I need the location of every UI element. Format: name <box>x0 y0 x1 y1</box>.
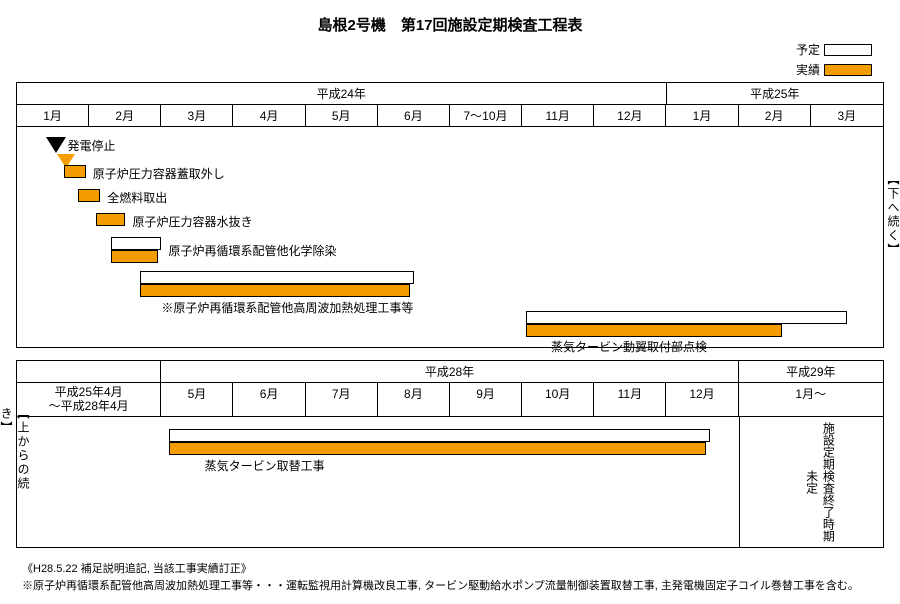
month-cell: 6月 <box>233 383 305 416</box>
heat-actual <box>140 284 411 297</box>
footnote-2: ※原子炉再循環系配管他高周波加熱処理工事等・・・運転監視用計算機改良工事, ター… <box>22 577 884 593</box>
month-cell: 5月 <box>161 383 233 416</box>
month-cell: 5月 <box>306 105 378 126</box>
task-label: 原子炉再循環系配管他化学除染 <box>169 242 337 259</box>
task-label: 全燃料取出 <box>107 189 167 206</box>
turbine-replace-plan <box>169 429 710 442</box>
lid-remove <box>64 165 86 178</box>
gantt-panel-1: 平成24年平成25年 1月2月3月4月5月6月7～10月11月12月1月2月3月… <box>16 82 884 348</box>
month-cell: 6月 <box>378 105 450 126</box>
turbine-blade-actual <box>526 324 782 337</box>
stop-marker <box>46 137 66 153</box>
footnote-1: 《H28.5.22 補足説明追記, 当該工事実績訂正》 <box>22 560 884 576</box>
month-cell: 7～10月 <box>450 105 522 126</box>
leading-period-cell: 平成25年4月 ～平成28年4月 <box>17 383 161 416</box>
footnotes: 《H28.5.22 補足説明追記, 当該工事実績訂正》 ※原子炉再循環系配管他高… <box>16 560 884 593</box>
continue-down-note: 【下へ続く】 <box>885 173 900 257</box>
task-label: ※原子炉再循環系配管他高周波加熱処理工事等 <box>161 299 413 316</box>
year-cell: 平成24年 <box>17 83 667 104</box>
year-cell: 平成28年 <box>161 361 738 382</box>
month-cell: 1月 <box>17 105 89 126</box>
year-cell <box>17 361 161 382</box>
month-cell: 11月 <box>522 105 594 126</box>
month-cell: 1月～ <box>739 383 883 416</box>
inspection-end-undecided: 施設定期検査終了時期未定 <box>803 421 837 543</box>
month-cell: 12月 <box>594 105 666 126</box>
legend-actual-label: 実績 <box>796 61 820 78</box>
month-cell: 3月 <box>811 105 883 126</box>
task-label: 原子炉圧力容器水抜き <box>132 213 252 230</box>
month-cell: 10月 <box>522 383 594 416</box>
continue-up-note: 【上からの続き】 <box>0 407 32 501</box>
month-cell: 8月 <box>378 383 450 416</box>
month-cell: 3月 <box>161 105 233 126</box>
turbine-replace-actual <box>169 442 707 455</box>
month-cell: 11月 <box>594 383 666 416</box>
year-cell: 平成29年 <box>739 361 883 382</box>
task-label: 発電停止 <box>68 137 116 154</box>
year-cell: 平成25年 <box>667 83 884 104</box>
legend-plan-label: 予定 <box>796 41 820 58</box>
month-cell: 4月 <box>233 105 305 126</box>
turbine-blade-plan <box>526 311 847 324</box>
month-cell: 7月 <box>306 383 378 416</box>
decon-plan <box>111 237 162 250</box>
drain <box>96 213 125 226</box>
legend-actual-swatch <box>824 64 872 76</box>
month-cell: 12月 <box>666 383 738 416</box>
month-cell: 2月 <box>739 105 811 126</box>
month-cell: 2月 <box>89 105 161 126</box>
month-cell: 9月 <box>450 383 522 416</box>
legend-plan-swatch <box>824 44 872 56</box>
task-label: 原子炉圧力容器蓋取外し <box>93 165 225 182</box>
heat-plan <box>140 271 414 284</box>
task-label: 蒸気タービン動翼取付部点検 <box>551 338 707 355</box>
decon-actual <box>111 250 158 263</box>
page-title: 島根2号機 第17回施設定期検査工程表 <box>16 14 884 35</box>
month-cell: 1月 <box>666 105 738 126</box>
legend: 予定 実績 <box>16 41 884 78</box>
gantt-panel-2: 平成28年平成29年 平成25年4月 ～平成28年4月5月6月7月8月9月10月… <box>16 360 884 548</box>
task-label: 蒸気タービン取替工事 <box>205 457 325 474</box>
fuel-remove <box>78 189 100 202</box>
